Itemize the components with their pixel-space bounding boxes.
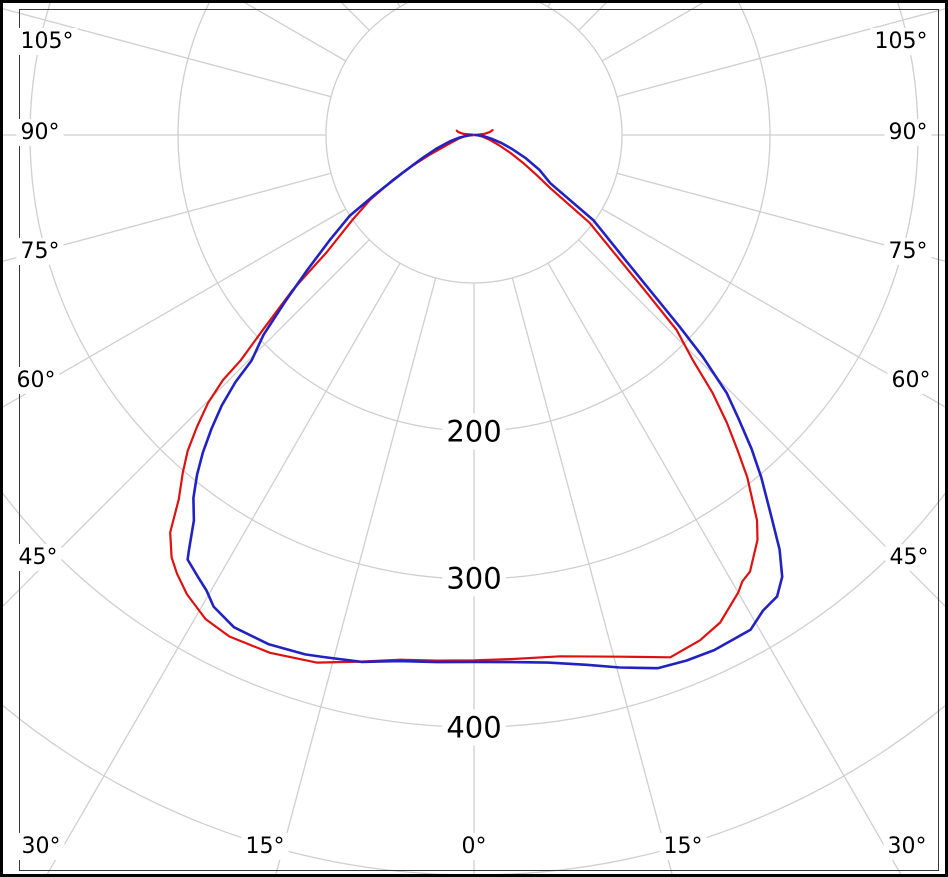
- angle-tick-label: 105°: [21, 29, 74, 54]
- radial-tick-label: 200: [446, 414, 501, 448]
- grid-ray: [341, 3, 370, 31]
- label-backing: [12, 366, 60, 394]
- label-backing: [16, 118, 64, 146]
- grid-ray: [3, 208, 347, 408]
- grid-ray: [3, 172, 332, 262]
- label-backing: [884, 237, 932, 265]
- label-backing: [885, 543, 933, 571]
- angle-tick-label: 45°: [890, 545, 929, 570]
- label-backing: [16, 27, 78, 55]
- label-backing: [659, 832, 707, 860]
- grid-ray: [616, 172, 945, 262]
- label-backing: [17, 832, 65, 860]
- label-backing: [883, 832, 931, 860]
- angle-tick-label: 45°: [19, 545, 58, 570]
- radial-tick-label: 300: [446, 561, 501, 595]
- grid-ray: [578, 3, 607, 31]
- angle-tick-label: 90°: [21, 120, 60, 145]
- curves: [169, 129, 784, 670]
- grid-ray: [616, 8, 945, 98]
- label-backing: [442, 709, 506, 746]
- label-backing: [870, 27, 932, 55]
- angle-tick-label: 60°: [17, 368, 56, 393]
- angle-tick-label: 30°: [888, 834, 927, 859]
- label-backing: [442, 560, 506, 597]
- grid-ray: [3, 8, 332, 98]
- angle-tick-label: 0°: [462, 834, 487, 859]
- angle-tick-label: 75°: [21, 239, 60, 264]
- angle-tick-label: 15°: [246, 834, 285, 859]
- label-backing: [241, 832, 289, 860]
- label-backing: [14, 543, 62, 571]
- red-curve: [169, 129, 759, 664]
- angle-tick-label: 90°: [889, 120, 928, 145]
- plot-border: [19, 9, 939, 871]
- tick-labels: 105° 90° 75° 60° 45° 30° 15° 0° 15° 30° 45° 60° 75° 9…: [12, 27, 935, 860]
- blue-curve: [186, 133, 784, 670]
- label-backing: [16, 237, 64, 265]
- label-backing: [442, 413, 506, 450]
- grid-ray: [601, 208, 945, 408]
- grid-ray: [578, 239, 945, 607]
- angle-tick-label: 30°: [22, 834, 61, 859]
- angle-tick-label: 105°: [875, 29, 928, 54]
- angle-tick-label: 60°: [892, 368, 931, 393]
- angle-tick-label: 15°: [664, 834, 703, 859]
- radial-tick-label: 400: [446, 710, 501, 744]
- label-backing: [457, 832, 491, 860]
- grid-ray: [275, 277, 437, 874]
- angle-tick-label: 75°: [889, 239, 928, 264]
- grid-ray: [511, 277, 673, 874]
- grid-circle: [325, 3, 623, 284]
- label-backing: [887, 366, 935, 394]
- label-backing: [884, 118, 932, 146]
